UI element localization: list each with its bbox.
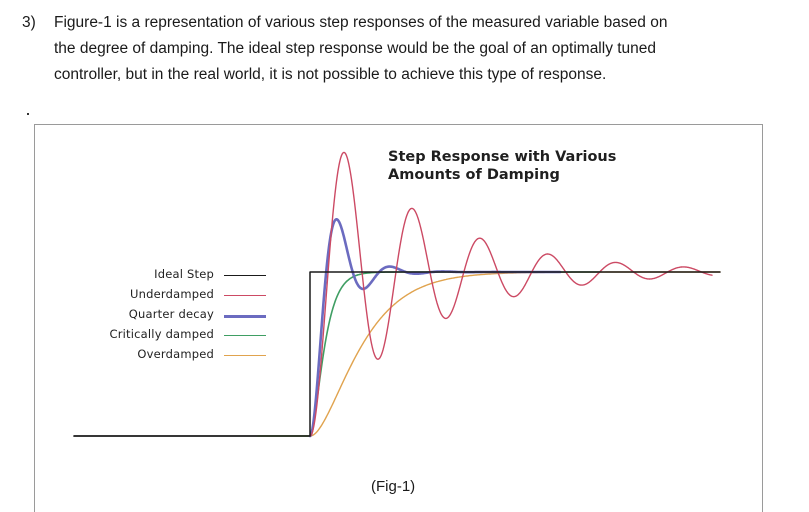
- question-line-2: the degree of damping. The ideal step re…: [54, 40, 657, 57]
- series-overdamped: [257, 271, 721, 437]
- legend-swatch: [224, 355, 266, 356]
- series-underdamped: [309, 151, 713, 437]
- stray-dot: [27, 113, 29, 115]
- question-line-1: Figure-1 is a representation of various …: [54, 14, 668, 31]
- chart-title-line-2: Amounts of Damping: [388, 167, 560, 183]
- legend-item-quarter-decay: Quarter decay: [90, 305, 280, 325]
- legend-label: Overdamped: [137, 347, 214, 361]
- chart-title: Step Response with Various Amounts of Da…: [388, 148, 616, 184]
- figure-frame: [34, 124, 763, 512]
- legend-label: Critically damped: [109, 327, 214, 341]
- legend-swatch: [224, 275, 266, 276]
- chart-legend: Ideal Step Underdamped Quarter decay Cri…: [90, 265, 280, 365]
- series-quarter-decay: [308, 218, 562, 438]
- series-ideal-step: [73, 271, 721, 437]
- figure-caption: (Fig-1): [371, 478, 416, 495]
- chart-title-line-1: Step Response with Various: [388, 149, 617, 165]
- legend-swatch: [224, 335, 266, 336]
- legend-item-critically-damped: Critically damped: [90, 325, 280, 345]
- legend-item-overdamped: Overdamped: [90, 345, 280, 365]
- legend-label: Ideal Step: [154, 267, 214, 281]
- legend-label: Underdamped: [129, 287, 214, 301]
- question-text: Figure-1 is a representation of various …: [54, 10, 792, 88]
- question-number: 3): [22, 14, 36, 31]
- legend-swatch: [224, 295, 266, 296]
- legend-item-underdamped: Underdamped: [90, 285, 280, 305]
- legend-label: Quarter decay: [128, 307, 214, 321]
- legend-swatch: [224, 315, 266, 318]
- question-line-3: controller, but in the real world, it is…: [54, 66, 607, 83]
- question-block: 3) Figure-1 is a representation of vario…: [22, 10, 792, 88]
- legend-item-ideal-step: Ideal Step: [90, 265, 280, 285]
